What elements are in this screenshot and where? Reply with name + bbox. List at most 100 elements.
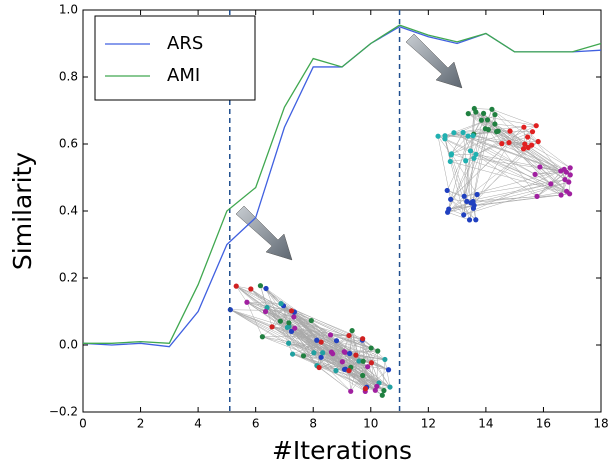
- network-edge: [450, 199, 464, 216]
- network-node: [529, 129, 536, 135]
- network-node: [473, 151, 479, 157]
- network-node: [558, 192, 564, 198]
- network-edge: [550, 183, 567, 192]
- network-edge: [463, 135, 474, 197]
- network-node: [360, 372, 366, 379]
- network-edge: [451, 132, 464, 155]
- arrow: [405, 33, 463, 89]
- network-edge: [322, 335, 350, 353]
- network-node: [356, 358, 362, 364]
- network-node: [385, 367, 392, 373]
- network-edge: [316, 340, 391, 388]
- network-edge: [250, 288, 294, 318]
- network-node: [478, 117, 485, 123]
- network-edge: [246, 302, 376, 391]
- network-node: [341, 366, 348, 373]
- network-node: [318, 339, 324, 345]
- network-edge: [463, 113, 484, 215]
- network-edge: [350, 375, 363, 392]
- network-node: [316, 364, 322, 371]
- legend-text: AMI: [167, 65, 200, 86]
- network-edge: [475, 125, 537, 155]
- network-edge: [332, 353, 368, 367]
- network-node: [300, 353, 307, 359]
- network-node: [480, 110, 487, 117]
- network-edge: [451, 153, 570, 195]
- network-node: [558, 168, 564, 174]
- network-node: [244, 299, 250, 305]
- network-edge: [384, 359, 391, 388]
- x-axis-label: #Iterations: [272, 436, 412, 465]
- network-node: [470, 205, 477, 211]
- network-node: [346, 332, 352, 339]
- network-edge: [283, 305, 289, 344]
- network-node: [537, 164, 543, 170]
- network-edge: [294, 311, 391, 388]
- y-tick-label: 0.8: [59, 70, 78, 84]
- network-node: [548, 181, 554, 187]
- network-edge: [470, 196, 538, 204]
- network-node: [460, 129, 466, 136]
- network-edge: [523, 127, 526, 145]
- network-node: [566, 179, 572, 185]
- network-node: [365, 364, 371, 370]
- network-edge: [376, 351, 378, 387]
- network-edge: [450, 158, 474, 162]
- x-tick-label: 12: [421, 417, 436, 431]
- network-node: [465, 133, 471, 139]
- network-node: [473, 217, 479, 223]
- network-node: [291, 314, 297, 320]
- network-node: [525, 134, 531, 140]
- network-edge: [236, 286, 248, 303]
- network-edge: [362, 338, 378, 352]
- network-edge: [447, 141, 539, 213]
- network-edge: [287, 327, 368, 367]
- network-node: [522, 141, 528, 147]
- network-node: [372, 387, 378, 393]
- network-node: [563, 169, 569, 175]
- y-tick-label: 0.6: [59, 137, 78, 151]
- network-node: [333, 367, 339, 374]
- network-node: [263, 285, 269, 292]
- network-node: [567, 172, 573, 178]
- network-node: [465, 111, 471, 117]
- network-node: [482, 126, 489, 132]
- network-node: [492, 121, 498, 127]
- network-edge: [474, 193, 570, 206]
- network-edge: [463, 160, 466, 197]
- network-node: [333, 338, 340, 344]
- network-edge: [236, 285, 266, 312]
- network-node: [292, 325, 298, 331]
- network-node: [327, 332, 334, 338]
- network-node: [277, 318, 283, 324]
- network-edge: [467, 135, 571, 176]
- network-edge: [494, 123, 524, 128]
- network-node: [320, 350, 326, 356]
- network-edge: [287, 327, 351, 392]
- network-edge: [291, 310, 378, 352]
- network-node: [284, 324, 290, 331]
- x-tick-label: 10: [363, 417, 378, 431]
- network-node: [473, 109, 479, 115]
- network-node: [314, 337, 320, 343]
- network-edge: [262, 310, 292, 337]
- network-node: [233, 283, 239, 289]
- network-node: [533, 123, 539, 129]
- network-node: [289, 351, 296, 357]
- network-node: [466, 217, 473, 223]
- network-edge: [451, 154, 468, 202]
- network-edge: [463, 170, 561, 216]
- network-edge: [230, 309, 292, 312]
- series-line: [83, 24, 602, 344]
- network-node: [368, 360, 375, 366]
- network-edge: [444, 138, 470, 220]
- network-edge: [453, 132, 571, 176]
- network-edge: [474, 108, 492, 110]
- network-edge: [348, 370, 351, 392]
- x-tick-label: 6: [252, 417, 260, 431]
- network-node: [494, 129, 500, 135]
- network-node: [347, 350, 353, 357]
- network-node: [288, 328, 295, 335]
- network-node: [567, 191, 573, 197]
